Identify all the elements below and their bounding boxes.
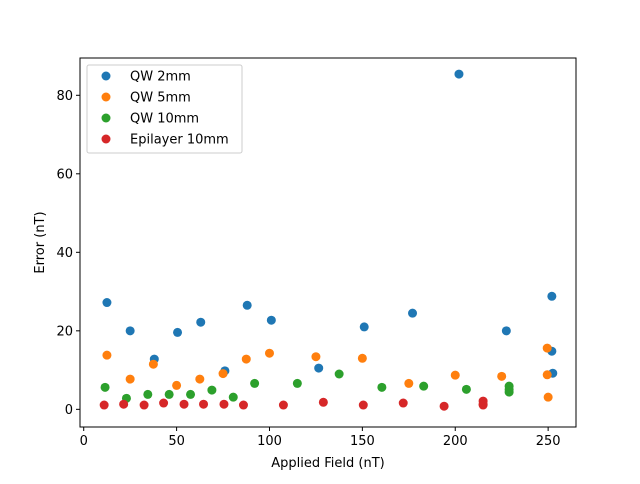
x-tick-label: 200: [443, 434, 468, 449]
data-point: [228, 392, 238, 402]
y-tick-label: 20: [56, 324, 73, 339]
data-point: [311, 352, 321, 362]
y-tick-label: 80: [56, 89, 73, 104]
data-point: [404, 378, 414, 388]
data-point: [547, 291, 557, 301]
y-axis-ticks: 0 20 40 60 80: [56, 89, 80, 418]
data-point: [278, 400, 288, 410]
data-point: [292, 378, 302, 388]
legend-marker: [101, 71, 111, 81]
data-point: [314, 363, 324, 373]
data-point: [439, 401, 449, 411]
data-point: [357, 353, 367, 363]
data-point: [250, 378, 260, 388]
legend-label: QW 5mm: [130, 91, 191, 106]
data-point: [172, 380, 182, 390]
plot-frame: [79, 57, 577, 428]
data-point: [199, 399, 209, 409]
data-point: [195, 374, 205, 384]
data-point: [159, 398, 169, 408]
series-2: [102, 343, 553, 402]
data-point: [377, 382, 387, 392]
x-tick-label: 250: [536, 434, 561, 449]
data-point: [219, 399, 229, 409]
x-tick-label: 0: [80, 434, 88, 449]
series-4: [99, 396, 488, 411]
data-point: [501, 326, 511, 336]
y-tick-label: 40: [56, 246, 73, 261]
y-tick-label: 60: [56, 167, 73, 182]
x-tick-label: 50: [168, 434, 185, 449]
data-point: [102, 298, 112, 308]
legend-label: QW 10mm: [130, 112, 199, 127]
x-axis-label: Applied Field (nT): [271, 456, 384, 471]
x-axis-ticks: 0 50 100 150 200 250: [80, 427, 561, 449]
data-point: [497, 371, 507, 381]
data-point: [359, 322, 369, 332]
data-point: [398, 398, 408, 408]
data-point: [478, 399, 488, 409]
data-point: [419, 381, 429, 391]
data-point: [542, 370, 552, 380]
data-point: [504, 387, 514, 397]
data-point: [173, 327, 183, 337]
data-point: [125, 374, 135, 384]
data-point: [186, 389, 196, 399]
y-tick-label: 0: [65, 403, 73, 418]
data-point: [358, 400, 368, 410]
data-point: [119, 399, 129, 409]
data-point: [266, 315, 276, 325]
legend-label: QW 2mm: [130, 70, 191, 85]
data-point: [264, 348, 274, 358]
data-point: [164, 389, 174, 399]
legend-label: Epilayer 10mm: [130, 133, 229, 148]
data-point: [543, 392, 553, 402]
x-tick-label: 150: [350, 434, 375, 449]
data-point: [218, 369, 228, 379]
legend-box: [86, 64, 243, 154]
data-point: [542, 343, 552, 353]
data-point: [238, 400, 248, 410]
data-point: [318, 397, 328, 407]
data-point: [334, 369, 344, 379]
data-point: [207, 385, 217, 395]
legend-marker: [101, 134, 111, 144]
data-point: [148, 359, 158, 369]
data-point: [450, 370, 460, 380]
data-point: [99, 400, 109, 410]
legend: QW 2mm QW 5mm QW 10mm Epilayer 10mm: [86, 64, 243, 154]
data-point: [408, 308, 418, 318]
data-point: [139, 400, 149, 410]
legend-marker: [101, 92, 111, 102]
data-point: [100, 382, 110, 392]
data-point: [461, 384, 471, 394]
data-point: [196, 317, 206, 327]
data-point: [143, 389, 153, 399]
series-3: [100, 369, 514, 403]
data-point: [102, 350, 112, 360]
data-point: [125, 326, 135, 336]
legend-marker: [101, 113, 111, 123]
y-axis-label: Error (nT): [33, 211, 48, 273]
data-point: [241, 354, 251, 364]
data-point: [454, 69, 464, 79]
data-points: [99, 69, 558, 411]
data-point: [242, 300, 252, 310]
x-tick-label: 100: [257, 434, 282, 449]
data-point: [179, 399, 189, 409]
